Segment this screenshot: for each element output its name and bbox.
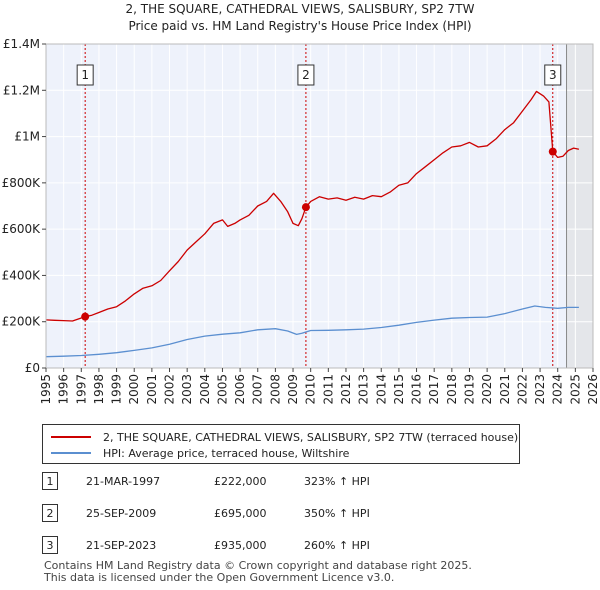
hpi-series-line xyxy=(45,305,579,358)
x-tick-label: 2023 xyxy=(533,374,547,405)
x-tick-label: 2026 xyxy=(586,374,600,405)
y-tick-label: £1.4M xyxy=(3,37,40,51)
sale-point xyxy=(81,312,90,321)
sale-price: £222,000 xyxy=(214,475,267,488)
sale-label: 1 xyxy=(81,68,89,82)
legend-item-hpi: HPI: Average price, terraced house, Wilt… xyxy=(51,445,349,461)
x-tick-label: 2019 xyxy=(462,374,476,405)
x-tick-label: 1996 xyxy=(57,374,71,405)
x-tick-label: 2022 xyxy=(515,374,529,405)
sale-number-badge: 3 xyxy=(42,536,58,554)
x-tick-label: 2020 xyxy=(480,374,494,405)
y-tick-label: £200K xyxy=(2,315,42,329)
x-tick-label: 2021 xyxy=(498,374,512,405)
x-tick-label: 2024 xyxy=(551,374,565,405)
x-tick-label: 1999 xyxy=(110,374,124,405)
attribution-footer: Contains HM Land Registry data © Crown c… xyxy=(44,560,472,584)
y-tick-label: £600K xyxy=(2,222,42,236)
x-tick-label: 2009 xyxy=(286,374,300,405)
forecast-shade xyxy=(566,44,593,368)
attribution-line-1: Contains HM Land Registry data © Crown c… xyxy=(44,559,472,572)
price-chart: 2, THE SQUARE, CATHEDRAL VIEWS, SALISBUR… xyxy=(2,2,600,405)
x-tick-label: 2007 xyxy=(251,374,265,405)
chart-title: 2, THE SQUARE, CATHEDRAL VIEWS, SALISBUR… xyxy=(125,2,474,16)
x-tick-label: 2008 xyxy=(268,374,282,405)
x-tick-label: 2014 xyxy=(374,374,388,405)
plot-frame xyxy=(45,43,594,369)
legend-label-property: 2, THE SQUARE, CATHEDRAL VIEWS, SALISBUR… xyxy=(103,430,519,444)
sale-point xyxy=(548,147,557,156)
x-tick-label: 2012 xyxy=(339,374,353,405)
x-tick-label: 1995 xyxy=(39,374,53,405)
sale-label: 3 xyxy=(549,68,557,82)
x-tick-label: 2011 xyxy=(321,374,335,405)
sale-label-box xyxy=(76,64,94,86)
x-tick-label: 2025 xyxy=(568,374,582,405)
sale-hpi-change: 350% ↑ HPI xyxy=(304,507,370,520)
sale-date: 21-SEP-2023 xyxy=(86,539,157,552)
sale-label-box xyxy=(544,64,562,86)
x-tick-label: 2005 xyxy=(215,374,229,405)
property-series-line xyxy=(45,90,580,322)
legend-swatch-hpi xyxy=(51,452,91,454)
x-tick-label: 2016 xyxy=(410,374,424,405)
y-tick-label: £1M xyxy=(14,130,40,144)
sale-price: £935,000 xyxy=(214,539,267,552)
y-tick-label: £0 xyxy=(25,361,40,375)
x-tick-label: 2000 xyxy=(127,374,141,405)
x-tick-label: 2006 xyxy=(233,374,247,405)
sale-date: 25-SEP-2009 xyxy=(86,507,157,520)
x-tick-label: 2004 xyxy=(198,374,212,405)
x-tick-label: 1997 xyxy=(74,374,88,405)
sale-number-badge: 2 xyxy=(42,504,58,522)
x-tick-label: 1998 xyxy=(92,374,106,405)
x-tick-label: 2010 xyxy=(304,374,318,405)
sale-price: £695,000 xyxy=(214,507,267,520)
x-tick-label: 2015 xyxy=(392,374,406,405)
x-tick-label: 2018 xyxy=(445,374,459,405)
x-tick-label: 2013 xyxy=(357,374,371,405)
legend-swatch-property xyxy=(51,436,91,438)
x-tick-label: 2001 xyxy=(145,374,159,405)
x-tick-label: 2002 xyxy=(163,374,177,405)
x-tick-label: 2017 xyxy=(427,374,441,405)
attribution-line-2: This data is licensed under the Open Gov… xyxy=(44,571,395,584)
legend-label-hpi: HPI: Average price, terraced house, Wilt… xyxy=(103,446,350,460)
legend-item-property: 2, THE SQUARE, CATHEDRAL VIEWS, SALISBUR… xyxy=(51,429,518,445)
sale-row: 2 25-SEP-2009 £695,000 350% ↑ HPI xyxy=(42,504,562,524)
sale-label: 2 xyxy=(302,68,310,82)
sale-row: 1 21-MAR-1997 £222,000 323% ↑ HPI xyxy=(42,472,562,492)
legend: 2, THE SQUARE, CATHEDRAL VIEWS, SALISBUR… xyxy=(42,424,520,464)
chart-subtitle: Price paid vs. HM Land Registry's House … xyxy=(128,19,471,33)
y-tick-label: £800K xyxy=(2,176,42,190)
plot-area xyxy=(46,44,593,368)
y-tick-label: £1.2M xyxy=(3,83,40,97)
sale-label-box xyxy=(297,64,315,86)
x-tick-label: 2003 xyxy=(180,374,194,405)
sale-point xyxy=(301,203,310,212)
y-tick-label: £400K xyxy=(2,268,42,282)
sale-row: 3 21-SEP-2023 £935,000 260% ↑ HPI xyxy=(42,536,562,556)
sale-date: 21-MAR-1997 xyxy=(86,475,161,488)
sale-number-badge: 1 xyxy=(42,472,58,490)
sale-hpi-change: 260% ↑ HPI xyxy=(304,539,370,552)
sale-hpi-change: 323% ↑ HPI xyxy=(304,475,370,488)
